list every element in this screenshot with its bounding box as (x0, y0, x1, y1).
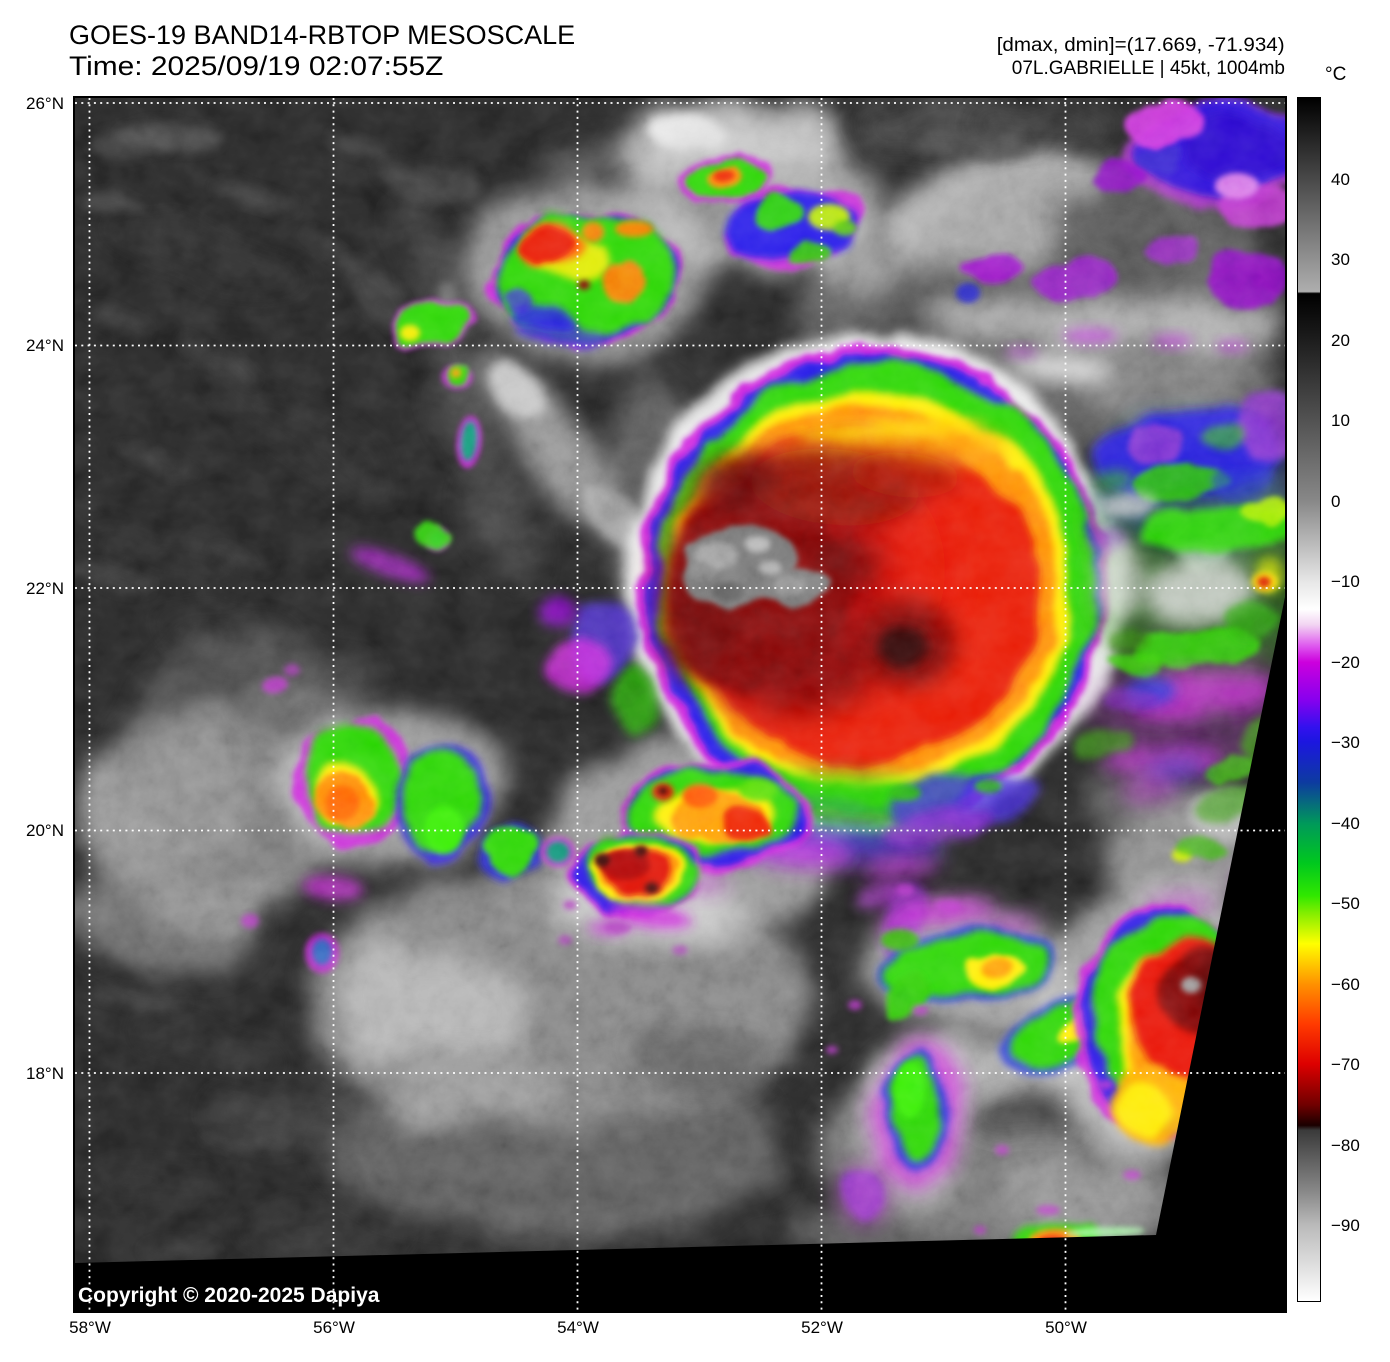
svg-text:Copyright © 2020-2025 Dapiya: Copyright © 2020-2025 Dapiya (78, 1284, 380, 1307)
